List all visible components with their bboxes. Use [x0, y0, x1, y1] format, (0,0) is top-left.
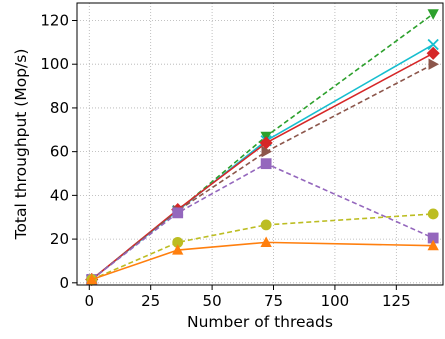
data-point [427, 9, 439, 20]
y-tick-label: 0 [59, 274, 69, 292]
grid-lines [77, 3, 443, 285]
data-point [426, 46, 440, 60]
series-line [91, 52, 434, 281]
series-line [91, 241, 434, 281]
x-tick-label: 0 [85, 292, 95, 310]
data-point [261, 145, 272, 158]
series-line [91, 213, 434, 281]
data-point [428, 58, 440, 70]
data-point [427, 38, 439, 51]
y-tick-label: 100 [40, 55, 69, 73]
x-axis-label: Number of threads [187, 313, 333, 331]
series-line [91, 13, 434, 281]
series-3 [87, 58, 440, 286]
x-tick-label: 125 [382, 292, 411, 310]
data-point [427, 208, 439, 220]
data-point [172, 207, 184, 219]
plot-frame [76, 2, 444, 286]
series-layer [85, 9, 440, 287]
data-point [260, 236, 272, 248]
x-tick-label: 75 [264, 292, 283, 310]
y-tick-label: 40 [50, 186, 69, 204]
y-tick-label: 60 [50, 143, 69, 161]
data-point [86, 273, 98, 285]
y-axis-label: Total throughput (Mop/s) [12, 49, 30, 241]
x-tick-label: 50 [203, 292, 222, 310]
y-tick-label: 20 [50, 230, 69, 248]
data-point [260, 158, 272, 170]
x-tick-label: 100 [321, 292, 350, 310]
data-point [172, 244, 184, 255]
tick-layer: 0 25 50 75 100 125 0 20 40 60 80 100 120 [40, 11, 410, 310]
series-line [91, 63, 434, 281]
data-point [260, 219, 272, 231]
y-tick-label: 80 [50, 99, 69, 117]
y-tick-label: 120 [40, 11, 69, 29]
data-point [427, 239, 439, 251]
series-6 [86, 236, 439, 285]
x-tick-label: 25 [141, 292, 160, 310]
